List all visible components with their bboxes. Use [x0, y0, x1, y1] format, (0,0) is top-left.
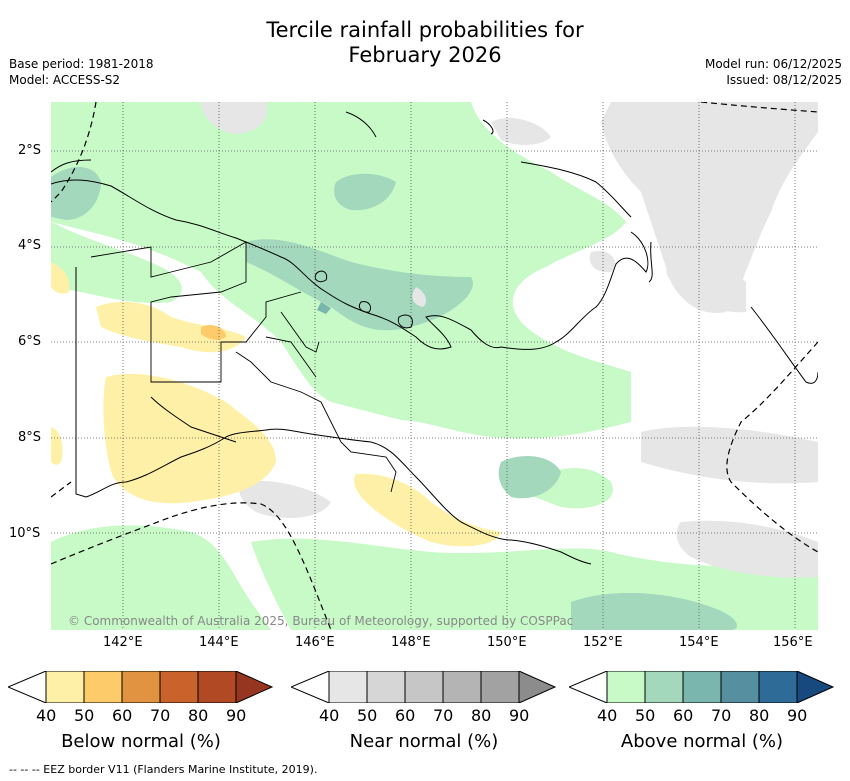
lon-label-154e: 154°E: [679, 635, 719, 650]
colorbar-below-normal: [8, 671, 274, 703]
above-bin-70: [720, 671, 760, 703]
above-tick-50: 50: [635, 706, 656, 725]
eez-footnote: -- -- -- EEZ border V11 (Flanders Marine…: [9, 763, 318, 776]
colorbar-near-max-arrow: [518, 671, 557, 703]
base-period: Base period: 1981-2018: [9, 57, 154, 71]
near-normal-title: Near normal (%): [349, 731, 499, 752]
near-bin-70: [442, 671, 482, 703]
lon-label-148e: 148°E: [391, 635, 431, 650]
lon-label-150e: 150°E: [487, 635, 527, 650]
below-tick-80: 80: [188, 706, 209, 725]
colorbar-near-min-arrow: [291, 671, 330, 703]
model-name: Model: ACCESS-S2: [9, 73, 121, 87]
colorbar-below-max-arrow: [235, 671, 274, 703]
admin-borders: [90, 241, 397, 493]
lat-label-8s: 8°S: [18, 430, 42, 445]
above-bin-60: [682, 671, 722, 703]
colorbar-below-min-arrow: [8, 671, 47, 703]
title-line-1: Tercile rainfall probabilities for: [266, 18, 584, 42]
lon-label-146e: 146°E: [295, 635, 335, 650]
model-run: Model run: 06/12/2025: [704, 57, 842, 71]
below-tick-90: 90: [226, 706, 247, 725]
colorbar-above-max-arrow: [796, 671, 835, 703]
lon-label-152e: 152°E: [583, 635, 623, 650]
near-tick-90: 90: [509, 706, 530, 725]
colorbar-near-normal: [291, 671, 557, 703]
above-tick-60: 60: [673, 706, 694, 725]
lat-label-10s: 10°S: [9, 526, 41, 541]
near-tick-60: 60: [395, 706, 416, 725]
near-bin-50: [366, 671, 406, 703]
below-bin-50: [83, 671, 123, 703]
above-tick-70: 70: [711, 706, 732, 725]
below-tick-40: 40: [36, 706, 57, 725]
below-bin-40: [45, 671, 85, 703]
rainfall-probability-map: [51, 102, 818, 630]
above-tick-40: 40: [597, 706, 618, 725]
above-tick-80: 80: [749, 706, 770, 725]
above-normal-title: Above normal (%): [620, 731, 784, 752]
meta-left: Base period: 1981-2018 Model: ACCESS-S2: [9, 56, 154, 88]
lat-label-2s: 2°S: [18, 143, 42, 158]
eez-border: [51, 102, 818, 630]
lon-label-144e: 144°E: [199, 635, 239, 650]
below-bin-80: [197, 671, 237, 703]
near-tick-80: 80: [471, 706, 492, 725]
colorbar-above-min-arrow: [569, 671, 608, 703]
below-bin-70: [159, 671, 199, 703]
near-tick-40: 40: [319, 706, 340, 725]
near-tick-70: 70: [433, 706, 454, 725]
meta-right: Model run: 06/12/2025 Issued: 08/12/2025: [705, 56, 842, 88]
lon-label-156e: 156°E: [773, 635, 813, 650]
below-normal-title: Below normal (%): [61, 731, 221, 752]
near-tick-50: 50: [357, 706, 378, 725]
below-tick-50: 50: [74, 706, 95, 725]
issued-date: Issued: 08/12/2025: [726, 73, 842, 87]
map-title: Tercile rainfall probabilities for Febru…: [0, 18, 850, 68]
above-bin-40: [606, 671, 646, 703]
above-bin-80: [758, 671, 798, 703]
near-bin-60: [404, 671, 444, 703]
title-line-2: February 2026: [348, 43, 502, 67]
colorbar-above-normal: [569, 671, 835, 703]
near-bin-80: [480, 671, 520, 703]
below-bin-60: [121, 671, 161, 703]
lon-label-142e: 142°E: [103, 635, 143, 650]
coastlines: [51, 111, 818, 565]
lat-label-6s: 6°S: [18, 334, 42, 349]
graticule: [51, 102, 818, 630]
near-bin-40: [328, 671, 368, 703]
below-tick-60: 60: [112, 706, 133, 725]
lat-label-4s: 4°S: [18, 238, 42, 253]
above-tick-90: 90: [787, 706, 808, 725]
above-bin-50: [644, 671, 684, 703]
copyright-notice: © Commonwealth of Australia 2025, Bureau…: [68, 614, 574, 628]
below-tick-70: 70: [150, 706, 171, 725]
